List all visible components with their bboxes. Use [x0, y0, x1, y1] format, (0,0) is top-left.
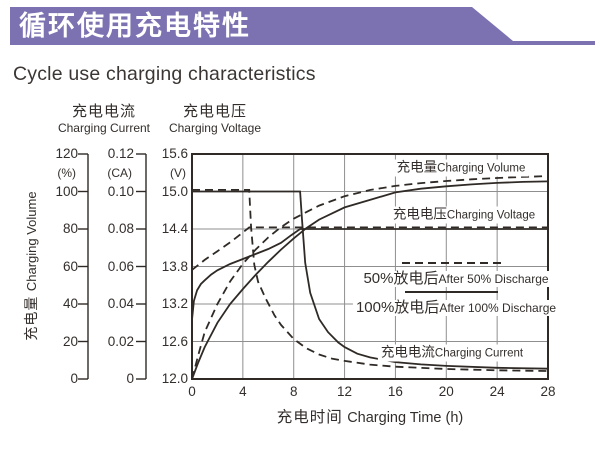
series-current-after-100-discharge [192, 190, 549, 370]
y-tick-label-voltage: 15.0 [161, 183, 188, 199]
x-axis-title: 充电时间 Charging Time (h) [276, 409, 464, 426]
x-tick-label: 16 [387, 384, 403, 399]
page-title-english: Cycle use charging characteristics [13, 63, 316, 85]
x-tick-label: 12 [337, 384, 353, 399]
x-tick-label: 0 [188, 384, 196, 399]
y-tick-label-current: 0 [126, 371, 134, 386]
y-tick-label-current: 0.02 [107, 333, 134, 349]
label-charging-current: 充电电流Charging Current [377, 344, 527, 362]
axis-header-current-zh: 充电电流 [71, 103, 136, 120]
y-tick-label-voltage: 13.2 [161, 296, 188, 311]
axis-header-charging-voltage: 充电电压 Charging Voltage [150, 104, 280, 134]
x-tick-label: 8 [289, 384, 298, 399]
x-tick-label: 24 [489, 384, 505, 399]
y-tick-label-voltage: 12.6 [161, 333, 188, 349]
y-tick-label-voltage: 13.8 [161, 258, 188, 274]
y-tick-label-volume: 60 [62, 258, 78, 274]
y-tick-label-voltage: 14.4 [161, 221, 188, 236]
y-tick-label-volume: 20 [62, 333, 78, 349]
axis-header-voltage-zh: 充电电压 [182, 103, 247, 120]
legend-after-50-discharge: 50%放电后After 50% Discharge [360, 271, 552, 287]
axis-header-charging-current: 充电电流 Charging Current [39, 104, 169, 134]
series-volume-after-50-discharge [191, 175, 549, 380]
series-voltage-after-50-discharge [191, 226, 548, 271]
axis-header-current-en: Charging Current [57, 120, 151, 135]
y-tick-label-volume: 40 [62, 296, 78, 311]
y-tick-label-current: 0.10 [107, 183, 134, 199]
label-charging-volume: 充电量Charging Volume [393, 159, 529, 177]
y-tick-label-current: 0.08 [107, 221, 134, 236]
x-tick-label: 28 [540, 384, 556, 399]
label-charging-voltage: 充电电压Charging Voltage [389, 206, 539, 224]
y-tick-label-volume: 80 [62, 221, 78, 236]
y-tick-label-current: 0.04 [107, 296, 134, 311]
y-tick-label-volume: 100 [55, 183, 78, 199]
y-tick-label-volume: 0 [70, 371, 78, 386]
x-tick-label: 20 [438, 384, 454, 399]
series-current-after-50-discharge [192, 189, 549, 372]
y-tick-label-current: 0.12 [107, 146, 134, 161]
y-axis-unit-voltage: (V) [170, 165, 186, 180]
y-axis-unit-current: (CA) [107, 165, 132, 180]
y-tick-label-volume: 120 [55, 146, 78, 161]
legend-after-100-discharge: 100%放电后After 100% Discharge [352, 300, 560, 316]
y-axis-unit-volume: (%) [57, 165, 76, 180]
x-tick-label: 4 [239, 384, 247, 399]
y-tick-label-voltage: 15.6 [161, 146, 188, 161]
axis-header-voltage-en: Charging Voltage [168, 120, 262, 135]
page-title-chinese: 循环使用充电特性 [19, 11, 251, 41]
series-voltage-after-100-discharge [191, 228, 548, 320]
y-tick-label-current: 0.06 [107, 258, 134, 274]
y-tick-label-voltage: 12.0 [161, 371, 188, 386]
